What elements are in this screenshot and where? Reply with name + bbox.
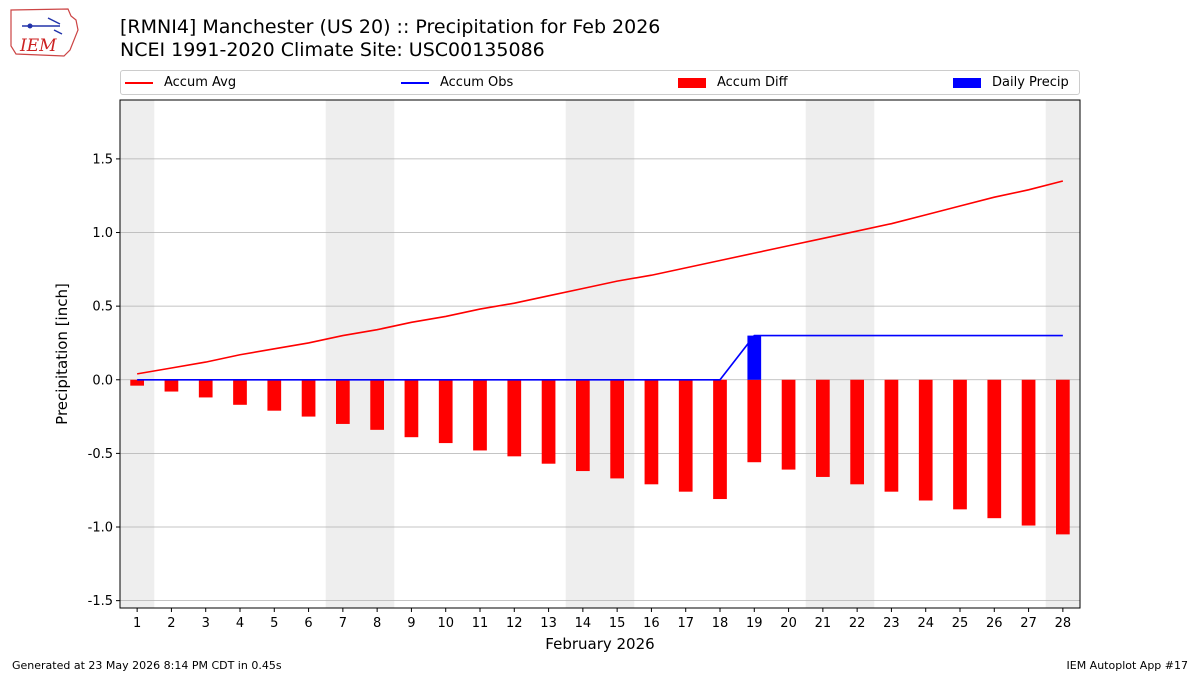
- y-tick-label: 0.0: [92, 373, 113, 388]
- accum-diff-bar: [610, 379, 624, 479]
- accum-diff-bar: [816, 379, 830, 477]
- x-tick-label: 7: [339, 616, 347, 631]
- legend-swatch-accum-obs: [401, 81, 429, 84]
- x-tick-label: 20: [780, 616, 797, 631]
- accum-diff-bar: [130, 379, 144, 386]
- iem-logo: IEM: [8, 6, 80, 62]
- x-tick-label: 10: [437, 616, 454, 631]
- accum-obs-line: [137, 334, 1063, 381]
- accum-diff-bar: [233, 379, 247, 405]
- weekend-band-2: [565, 100, 635, 608]
- legend-label-daily-precip: Daily Precip: [992, 75, 1069, 90]
- x-tick-label: 13: [540, 616, 557, 631]
- x-tick-label: 15: [609, 616, 626, 631]
- footer-generated: Generated at 23 May 2026 8:14 PM CDT in …: [12, 659, 282, 672]
- x-tick-label: 8: [373, 616, 381, 631]
- x-tick-label: 5: [270, 616, 278, 631]
- accum-diff-bar: [644, 379, 659, 485]
- weekend-band-1: [325, 100, 395, 608]
- y-tick-label: -1.0: [88, 521, 113, 536]
- accum-diff-bar: [953, 379, 967, 510]
- accum-diff-bar: [884, 379, 899, 492]
- accum-diff-bar: [713, 379, 727, 500]
- footer-app: IEM Autoplot App #17: [1066, 659, 1189, 672]
- accum-diff-bar: [678, 379, 693, 492]
- legend-swatch-accum-avg: [125, 81, 153, 84]
- accum-diff-bar: [507, 379, 522, 457]
- y-tick-label: 1.0: [92, 226, 113, 241]
- accum-diff-bar: [850, 379, 864, 485]
- accum-diff-bar: [473, 379, 487, 451]
- x-axis-label: February 2026: [545, 635, 654, 653]
- y-tick-label: 1.5: [92, 152, 113, 167]
- x-tick-label: 19: [746, 616, 763, 631]
- logo-text: IEM: [19, 36, 57, 56]
- daily-precip-bar: [747, 335, 762, 380]
- accum-diff-bar: [987, 379, 1002, 519]
- x-tick-label: 6: [304, 616, 312, 631]
- x-tick-label: 22: [849, 616, 866, 631]
- x-tick-label: 1: [133, 616, 141, 631]
- x-tick-label: 18: [712, 616, 729, 631]
- accum-diff-bar: [370, 379, 384, 430]
- x-tick-label: 16: [643, 616, 660, 631]
- accum-diff-bar: [336, 379, 350, 424]
- x-tick-label: 12: [506, 616, 523, 631]
- y-axis-label: Precipitation [inch]: [53, 283, 71, 425]
- weekend-band-3: [805, 100, 875, 608]
- accum-avg-line: [137, 180, 1064, 375]
- x-tick-label: 28: [1055, 616, 1072, 631]
- accum-diff-bar: [164, 379, 179, 392]
- legend-item-accum-diff: Accum Diff: [678, 71, 788, 94]
- chart-title: [RMNI4] Manchester (US 20) :: Precipitat…: [120, 16, 661, 38]
- accum-diff-bar: [918, 379, 933, 501]
- weekend-band-0: [120, 100, 155, 608]
- legend-item-daily-precip: Daily Precip: [953, 71, 1069, 94]
- x-tick-label: 21: [815, 616, 832, 631]
- legend-label-accum-avg: Accum Avg: [164, 75, 237, 90]
- x-tick-label: 24: [917, 616, 934, 631]
- y-tick-label: -0.5: [88, 447, 113, 462]
- x-tick-label: 3: [202, 616, 210, 631]
- accum-diff-bar: [438, 379, 453, 444]
- accum-diff-bar: [781, 379, 796, 470]
- x-tick-label: 27: [1020, 616, 1037, 631]
- accum-diff-bar: [541, 379, 556, 464]
- x-tick-label: 2: [167, 616, 175, 631]
- legend-swatch-daily-precip: [953, 77, 981, 88]
- x-tick-label: 23: [883, 616, 900, 631]
- x-tick-label: 26: [986, 616, 1003, 631]
- accum-diff-bar: [301, 379, 316, 417]
- y-tick-label: -1.5: [88, 594, 113, 609]
- accum-diff-bar: [404, 379, 419, 438]
- x-tick-label: 17: [677, 616, 694, 631]
- accum-diff-bar: [1021, 379, 1036, 526]
- legend-item-accum-obs: Accum Obs: [401, 71, 513, 94]
- accum-diff-bar: [198, 379, 213, 398]
- x-tick-label: 11: [472, 616, 489, 631]
- chart-subtitle: NCEI 1991-2020 Climate Site: USC00135086: [120, 39, 545, 61]
- legend-swatch-accum-diff: [678, 77, 706, 88]
- y-tick-label: 0.5: [92, 300, 113, 315]
- accum-diff-bar: [267, 379, 282, 411]
- legend-label-accum-obs: Accum Obs: [440, 75, 514, 90]
- plot-frame: [119, 99, 1081, 609]
- accum-diff-bar: [747, 379, 762, 463]
- x-tick-label: 14: [575, 616, 592, 631]
- x-tick-label: 25: [952, 616, 969, 631]
- x-tick-label: 4: [236, 616, 244, 631]
- legend-label-accum-diff: Accum Diff: [717, 75, 788, 90]
- accum-diff-bar: [1056, 379, 1070, 535]
- accum-diff-bar: [576, 379, 590, 472]
- legend-item-accum-avg: Accum Avg: [125, 71, 236, 94]
- x-tick-label: 9: [407, 616, 415, 631]
- legend: Accum Avg Accum Obs Accum Diff Daily Pre…: [120, 70, 1080, 95]
